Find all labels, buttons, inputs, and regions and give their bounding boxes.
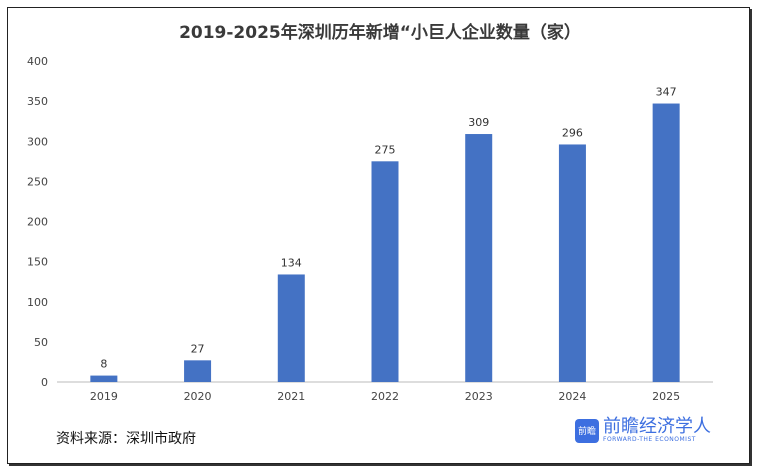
data-label: 296: [562, 126, 583, 139]
logo: 前瞻 前瞻经济学人 FORWARD-THE ECONOMIST: [575, 418, 711, 443]
y-tick-label: 200: [27, 216, 48, 229]
x-tick-label: 2024: [558, 390, 586, 403]
y-tick-label: 250: [27, 175, 48, 188]
bar-2024: [558, 144, 586, 382]
bar-2023: [465, 134, 493, 382]
y-tick-label: 300: [27, 135, 48, 148]
y-tick-label: 0: [41, 376, 48, 389]
data-label: 309: [468, 116, 489, 129]
logo-sub: FORWARD-THE ECONOMIST: [603, 436, 696, 443]
data-label: 347: [656, 86, 677, 99]
bar-2020: [184, 360, 212, 382]
data-label: 8: [100, 358, 107, 371]
y-tick-label: 100: [27, 296, 48, 309]
data-label: 275: [375, 143, 396, 156]
bar-2022: [371, 161, 399, 382]
logo-name: 前瞻经济学人: [603, 416, 711, 437]
bar-2025: [652, 103, 680, 382]
source-note: 资料来源：深圳市政府: [56, 431, 196, 447]
bar-2021: [277, 274, 305, 382]
x-tick-label: 2021: [277, 390, 305, 403]
y-tick-label: 350: [27, 95, 48, 108]
data-label: 27: [191, 342, 205, 355]
x-tick-label: 2020: [184, 390, 212, 403]
y-tick-label: 150: [27, 256, 48, 269]
x-tick-label: 2023: [465, 390, 493, 403]
bar-2019: [90, 375, 118, 382]
data-label: 134: [281, 256, 302, 269]
y-tick-label: 50: [34, 336, 48, 349]
chart-title: 2019-2025年深圳历年新增“小巨人企业数量（家）: [179, 23, 581, 43]
x-tick-label: 2019: [90, 390, 118, 403]
x-tick-label: 2025: [652, 390, 680, 403]
x-tick-label: 2022: [371, 390, 399, 403]
logo-badge: 前瞻: [575, 418, 599, 443]
y-tick-label: 400: [27, 55, 48, 68]
